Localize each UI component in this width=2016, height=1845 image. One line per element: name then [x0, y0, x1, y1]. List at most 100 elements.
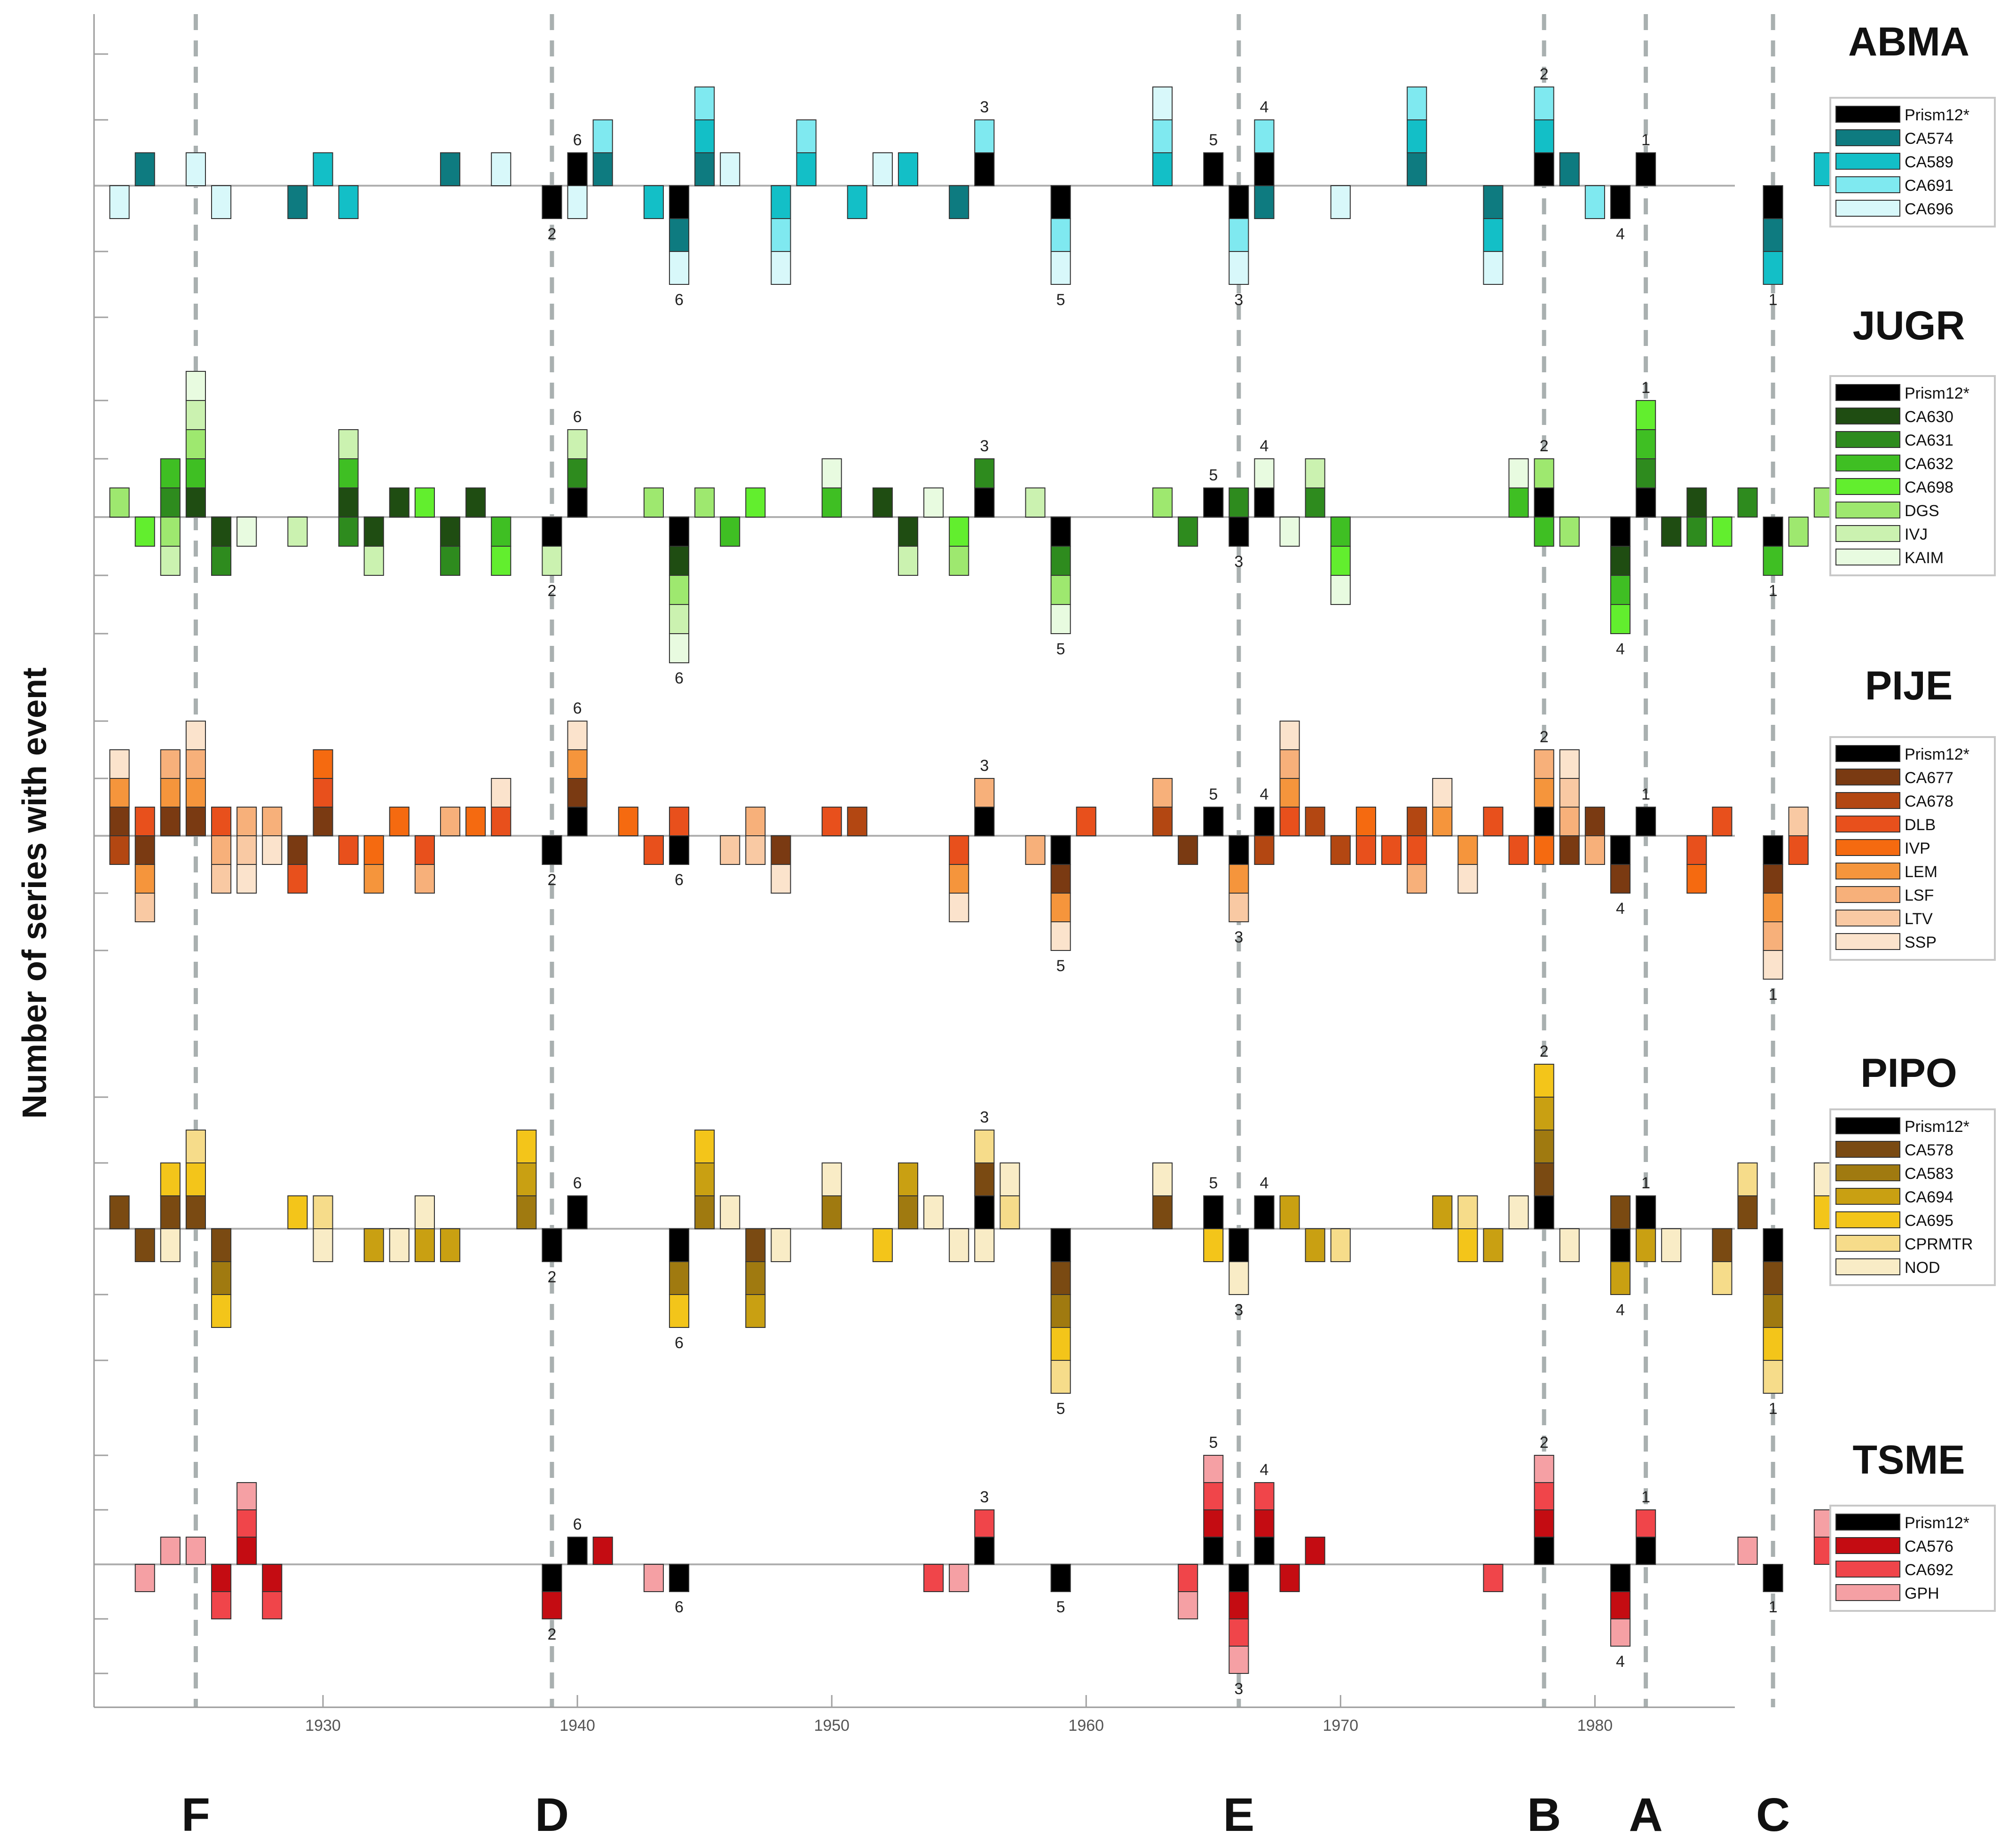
bar-segment-ltv	[720, 835, 740, 865]
event-annotation: 5	[1209, 466, 1218, 484]
bar-segment-ca694	[414, 1228, 435, 1262]
bar-segment-lsf	[745, 807, 766, 836]
bar-segment-ca574	[1254, 185, 1275, 219]
bar-segment-ca692	[1636, 1509, 1656, 1538]
bar-segment-ca630	[211, 517, 232, 547]
bar-segment-lem	[1534, 778, 1554, 808]
bar-segment-ca691	[796, 119, 817, 153]
bar-segment-ca574	[1763, 218, 1783, 252]
event-annotation: 2	[1540, 65, 1549, 83]
bar-segment-ca678	[1305, 807, 1325, 836]
event-annotation: 6	[573, 1515, 582, 1533]
bar-segment-lem	[1432, 807, 1453, 836]
event-annotation: 4	[1260, 1174, 1269, 1192]
bar-segment-ltv	[134, 893, 155, 922]
bar-segment-ca632	[1330, 517, 1351, 547]
bar-segment-dgs	[694, 487, 715, 518]
bar-segment-ca576	[262, 1564, 283, 1592]
bar-segment-ca696	[1330, 185, 1351, 219]
bar-segment-dgs	[109, 487, 130, 518]
bar-segment-nod	[1661, 1228, 1682, 1262]
bar-segment-prism12	[1534, 1537, 1554, 1565]
bar-segment-nod	[720, 1195, 740, 1229]
panels: 6 2 6 3 5 5 3 4 2 4 1 1 6 2 6 3 5 5 3 4 2 4 1 1 6 2 6 3 5 5 3 4 2 4 1 1 6 2 6 3…	[94, 65, 1834, 1698]
panel-pipo: 6 2 6 3 5 5 3 4 2 4 1 1	[94, 1043, 1834, 1418]
bar-segment-ltv	[1559, 778, 1580, 808]
bar-segment-prism12	[1228, 835, 1249, 865]
bar-segment-nod	[1228, 1261, 1249, 1295]
bar-segment-ca578	[1050, 1261, 1071, 1295]
event-annotation: 5	[1209, 1434, 1218, 1452]
event-annotation: 2	[1540, 1043, 1549, 1060]
event-annotation: 2	[547, 225, 556, 243]
bar-segment-ca583	[898, 1195, 919, 1229]
legend-swatch	[1835, 1188, 1900, 1205]
bar-segment-nod	[160, 1228, 181, 1262]
bar-segment-prism12	[974, 1195, 995, 1229]
bar-segment-ca698	[1712, 517, 1732, 547]
bar-segment-prism12	[1254, 152, 1275, 186]
bar-segment-prism12	[567, 487, 588, 518]
bar-segment-ca576	[211, 1564, 232, 1592]
bar-segment-prism12	[567, 1537, 588, 1565]
bar-segment-dgs	[1559, 517, 1580, 547]
bar-segment-ca632	[1636, 429, 1656, 459]
bar-segment-ca695	[1457, 1228, 1478, 1262]
bar-segment-ca630	[363, 517, 384, 547]
legend-swatch	[1835, 502, 1900, 518]
bar-segment-prism12	[1203, 152, 1224, 186]
bar-segment-ca632	[821, 487, 842, 518]
bar-segment-ca589	[1763, 251, 1783, 285]
bar-segment-lem	[363, 864, 384, 894]
bar-segment-cprmtr	[185, 1130, 206, 1163]
event-annotation: 5	[1209, 785, 1218, 803]
legend-label: Prism12*	[1905, 106, 1969, 124]
bar-segment-prism12	[1534, 1195, 1554, 1229]
bar-segment-ca695	[694, 1130, 715, 1163]
bar-segment-prism12	[1254, 487, 1275, 518]
event-annotation: 3	[1234, 928, 1243, 946]
bar-segment-nod	[389, 1228, 410, 1262]
bar-segment-ivj	[185, 400, 206, 430]
bar-segment-ca578	[211, 1228, 232, 1262]
bar-segment-ca630	[669, 546, 690, 576]
legend-label: CA692	[1905, 1561, 1953, 1579]
bar-segment-ca698	[414, 487, 435, 518]
event-annotation: 1	[1769, 1400, 1778, 1418]
bar-segment-ca630	[1686, 487, 1707, 518]
event-annotation: 3	[1234, 1301, 1243, 1319]
bar-segment-kaim	[185, 371, 206, 401]
legend-swatch	[1835, 792, 1900, 809]
bar-segment-dlb	[1508, 835, 1529, 865]
bar-segment-ca677	[185, 807, 206, 836]
event-annotation: 3	[980, 437, 989, 455]
bar-segment-ca589	[1407, 119, 1427, 153]
legend-label: CA630	[1905, 408, 1953, 426]
bar-segment-ca631	[1686, 517, 1707, 547]
legend-label: Prism12*	[1905, 1514, 1969, 1532]
bar-segment-ssp	[567, 721, 588, 750]
panel-title: JUGR	[1853, 303, 1965, 348]
legend-swatch	[1835, 176, 1900, 193]
bar-segment-ca691	[1254, 119, 1275, 153]
bar-segment-cprmtr	[1000, 1195, 1020, 1229]
bar-segment-prism12	[669, 1228, 690, 1262]
bar-segment-ca583	[745, 1261, 766, 1295]
event-annotation: 4	[1260, 1461, 1269, 1479]
legend-swatch	[1835, 129, 1900, 146]
bar-segment-kaim	[1508, 458, 1529, 488]
legend-swatch	[1835, 106, 1900, 123]
bar-segment-prism12	[1050, 517, 1071, 547]
bar-segment-ca695	[287, 1195, 308, 1229]
bar-segment-ca677	[1763, 864, 1783, 894]
bar-segment-ca630	[872, 487, 893, 518]
event-annotation: 6	[675, 1334, 684, 1352]
bar-segment-ca696	[1050, 251, 1071, 285]
event-annotation: 2	[547, 1268, 556, 1286]
bar-segment-cprmtr	[1330, 1228, 1351, 1262]
bar-segment-ca631	[974, 458, 995, 488]
bar-segment-dlb	[1686, 835, 1707, 865]
bar-segment-ca632	[491, 517, 512, 547]
bar-segment-ca677	[1610, 864, 1631, 894]
bar-segment-gph	[160, 1537, 181, 1565]
